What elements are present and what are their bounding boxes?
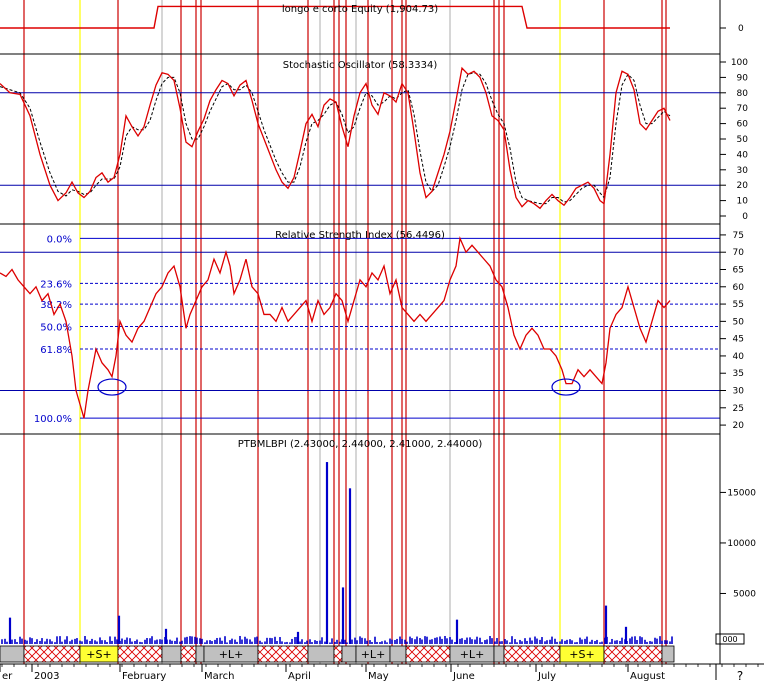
volume-bars: [1, 462, 673, 644]
strip-band-9: [307, 645, 335, 663]
x-tick-label-5: May: [368, 671, 389, 681]
strip-band-10: [333, 645, 343, 663]
rsi-circled-lows: [97, 378, 581, 396]
x-tick-label-4: April: [288, 671, 311, 681]
strip-band-17: [503, 645, 561, 663]
stochastic-ytick-7: 30: [737, 166, 749, 176]
x-tick-label-6: June: [452, 671, 475, 681]
x-tick-label-8: August: [630, 671, 665, 681]
panel-rsi: 0.0% 23.6% 38.2% 50.0% 61.8% 100.0% 75 70 65 60 5…: [0, 230, 744, 435]
volume-scale-box: [715, 633, 745, 645]
rsi-ytick-8: 35: [733, 369, 744, 379]
x-tick-label-1: 2003: [34, 671, 59, 681]
rsi-y-axis: 75 70 65 60 55 50 45 40 35 30 25 20: [720, 231, 744, 431]
rsi-ytick-2: 65: [733, 265, 744, 275]
strip-band-19: [603, 645, 663, 663]
volume-scale-label: 000: [722, 635, 737, 644]
x-tick-label-7: July: [537, 671, 556, 681]
strip-label-12: +L+: [361, 648, 386, 661]
strip-band-6: [195, 645, 205, 663]
volume-ytick-0: 15000: [727, 488, 756, 498]
stochastic-title: Stochastic Oscillator (58.3334): [283, 60, 438, 71]
rsi-ytick-3: 60: [733, 283, 745, 293]
rsi-title: Relative Strength Index (56.4496): [275, 230, 445, 241]
rsi-line: [0, 236, 671, 419]
strip-band-0: [0, 645, 25, 663]
strip-band-4: [161, 645, 182, 663]
signal-markers: [23, 0, 667, 664]
volume-title: PTBMLBPI (2.43000, 2.44000, 2.41000, 2.4…: [238, 439, 483, 450]
rsi-ytick-1: 70: [733, 248, 745, 258]
strip-band-1: [23, 645, 81, 663]
stochastic-ytick-6: 40: [737, 150, 749, 160]
stochastic-ytick-0: 100: [731, 58, 748, 68]
rsi-fibonacci-levels: 0.0% 23.6% 38.2% 50.0% 61.8% 100.0%: [34, 234, 720, 425]
strip-band-16: [493, 645, 505, 663]
fib-label-4: 61.8%: [40, 345, 72, 356]
x-tick-label-0: er: [2, 671, 13, 681]
rsi-levels: [0, 251, 720, 392]
panel-volume: 15000 10000 5000 000 PTBMLBPI (2.43000, 2.…: [1, 439, 756, 645]
volume-y-axis: 15000 10000 5000: [720, 488, 756, 599]
rsi-ytick-5: 50: [733, 317, 745, 327]
panel-equity: 0 longo e corto Equity (1,904.73): [0, 4, 744, 55]
equity-title: longo e corto Equity (1,904.73): [282, 4, 438, 15]
fib-label-5: 100.0%: [34, 414, 72, 425]
stochastic-ytick-9: 10: [737, 197, 749, 207]
equity-line: [0, 5, 670, 29]
circled-low-0: [97, 378, 127, 396]
strip-band-3: [117, 645, 163, 663]
strip-band-14: [405, 645, 451, 663]
fib-label-3: 50.0%: [40, 323, 72, 334]
strip-band-13: [389, 645, 407, 663]
strip-label-2: +S+: [86, 648, 111, 661]
strip-label-7: +L+: [219, 648, 244, 661]
rsi-ytick-4: 55: [733, 300, 744, 310]
rsi-ytick-0: 75: [733, 231, 744, 241]
stochastic-ytick-3: 70: [737, 104, 749, 114]
volume-ytick-2: 5000: [733, 589, 756, 599]
stochastic-ytick-10: 0: [742, 212, 748, 222]
equity-ytick-label: 0: [738, 24, 744, 34]
fib-label-1: 23.6%: [40, 279, 72, 290]
strip-band-11: [341, 645, 357, 663]
stochastic-ytick-1: 90: [737, 73, 749, 83]
strip-band-5: [180, 645, 197, 663]
fib-label-0: 0.0%: [47, 234, 72, 245]
strip-label-18: +S+: [569, 648, 594, 661]
strip-label-15: +L+: [460, 648, 485, 661]
rsi-ytick-11: 20: [733, 421, 745, 431]
x-axis: er 2003 February March April May June July Augus…: [0, 663, 764, 681]
stochastic-ytick-4: 60: [737, 120, 749, 130]
stochastic-ytick-8: 20: [737, 181, 749, 191]
x-tick-label-3: March: [204, 671, 234, 681]
stochastic-k-line: [0, 66, 671, 210]
strip-band-20: [661, 645, 675, 663]
rsi-ytick-10: 25: [733, 404, 744, 414]
circled-low-1: [551, 378, 581, 396]
equity-y-axis: 0: [720, 24, 744, 34]
x-tick-label-2: February: [122, 671, 166, 681]
rsi-ytick-9: 30: [733, 387, 745, 397]
corner-label: ?: [737, 669, 743, 681]
rsi-ytick-7: 40: [733, 352, 745, 362]
rsi-ytick-6: 45: [733, 335, 744, 345]
fib-label-2: 38.2%: [40, 300, 72, 311]
signal-strip: +S+ +L+ +L+ +L+ +S+: [0, 645, 675, 663]
stochastic-ytick-5: 50: [737, 135, 749, 145]
volume-ytick-1: 10000: [727, 539, 756, 549]
strip-band-8: [257, 645, 309, 663]
stochastic-ytick-2: 80: [737, 89, 749, 99]
